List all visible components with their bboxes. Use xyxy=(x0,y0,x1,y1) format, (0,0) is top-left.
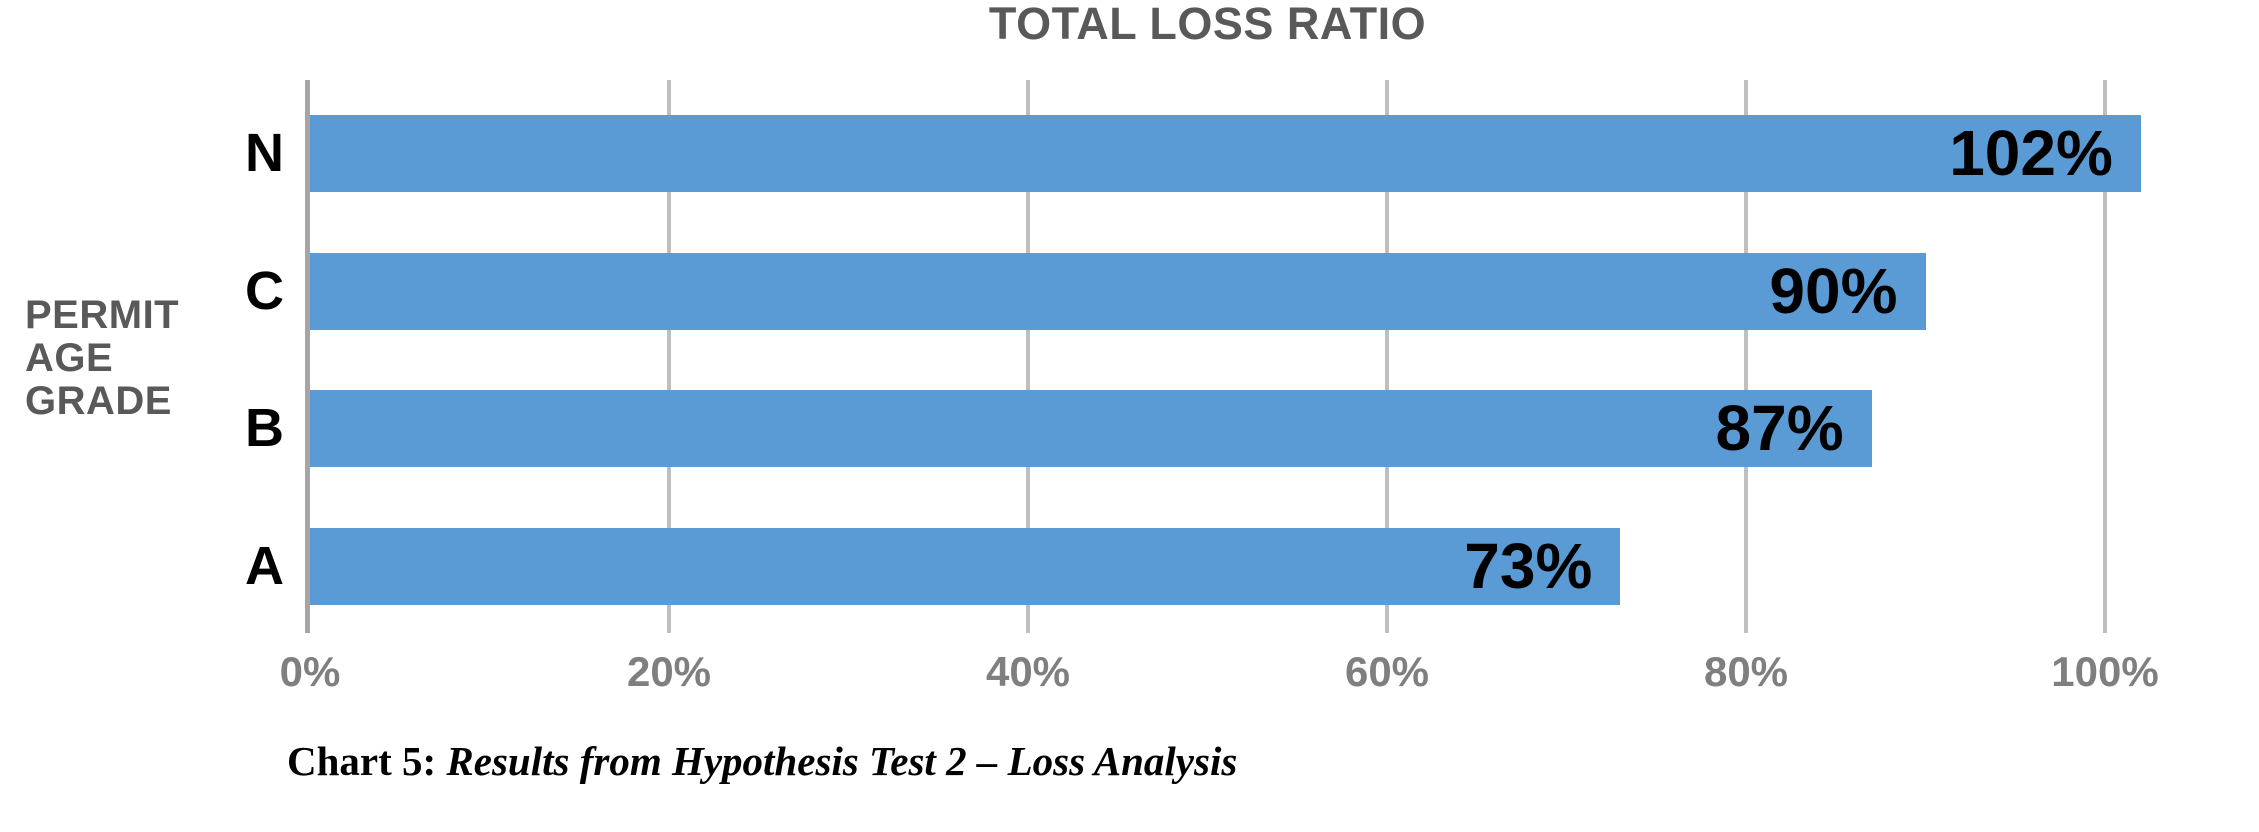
gridline xyxy=(1744,80,1748,633)
gridline xyxy=(2103,80,2107,633)
category-label: A xyxy=(245,535,284,596)
y-axis-title-line: GRADE xyxy=(25,379,172,423)
x-tick-label: 80% xyxy=(1703,648,1789,695)
x-tick-label: 100% xyxy=(2051,648,2159,695)
bar-value-label: 102% xyxy=(1949,117,2113,189)
category-label: C xyxy=(245,260,284,321)
chart-title: TOTAL LOSS RATIO xyxy=(988,0,1427,49)
y-axis-line xyxy=(305,80,310,633)
bar: 90% xyxy=(310,252,1926,330)
bar-value-label: 87% xyxy=(1715,392,1844,464)
caption-prefix: Chart 5: xyxy=(287,738,447,784)
category-label: N xyxy=(245,123,284,183)
bar: 73% xyxy=(310,527,1621,605)
x-tick-label: 40% xyxy=(985,648,1071,695)
x-tick-label: 20% xyxy=(626,648,712,695)
category-label: B xyxy=(245,398,284,458)
bar-value-label: 90% xyxy=(1769,254,1898,327)
x-tick-label: 0% xyxy=(279,648,341,695)
gridline xyxy=(1026,80,1030,633)
bar-value-label: 73% xyxy=(1464,529,1593,602)
gridline xyxy=(667,80,671,633)
bar: 87% xyxy=(310,390,1872,467)
y-axis-title-line: PERMIT xyxy=(25,293,180,337)
x-tick-label: 60% xyxy=(1344,648,1430,695)
caption-text: Results from Hypothesis Test 2 – Loss An… xyxy=(446,738,1238,784)
chart-caption: Chart 5: Results from Hypothesis Test 2 … xyxy=(287,736,1237,786)
y-axis-title-line: AGE xyxy=(25,336,114,380)
y-axis-title: PERMIT AGE GRADE xyxy=(25,294,179,423)
gridline xyxy=(1385,80,1389,633)
bar: 102% xyxy=(310,115,2141,192)
